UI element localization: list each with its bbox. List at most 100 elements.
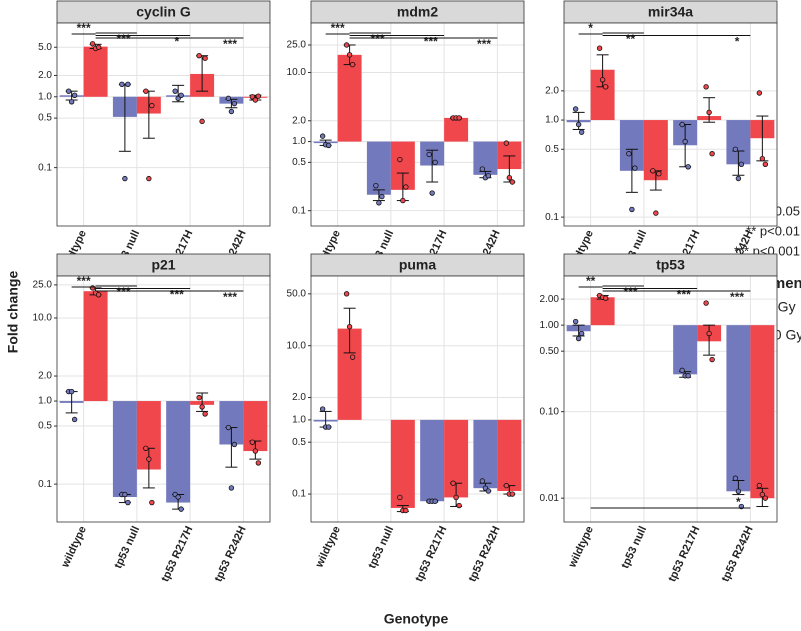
bar [473,141,498,175]
data-point [95,44,102,50]
data-point [732,475,739,481]
data-point [732,146,739,152]
y-tick-label: 1.0 [38,396,52,407]
data-point [143,445,149,451]
panel-title: p21 [151,257,175,273]
bar [112,401,137,497]
x-tick-label: tp53 null [366,524,396,570]
x-axis-label: Genotype [384,611,449,627]
data-point [685,373,691,379]
y-tick-label: 0.1 [38,479,52,490]
data-point [575,335,582,342]
x-tick-label: tp53 R242H [213,524,249,583]
data-point [429,190,435,196]
data-point [149,102,155,109]
significance-label: *** [371,32,385,46]
data-point [249,439,256,445]
y-tick-label: 2.0 [292,115,306,126]
data-point [71,92,78,98]
y-tick-label: 10.0 [287,67,307,78]
data-point [456,502,462,509]
bar [619,120,644,171]
bar [390,141,415,190]
data-point [199,404,205,410]
y-tick-label: 5.0 [38,42,52,53]
y-tick-label: 0.01 [540,493,560,504]
data-point [146,175,152,182]
x-tick-label: tp53 null [112,524,142,570]
data-point [349,61,356,68]
bar [366,141,391,195]
data-point [709,356,715,363]
x-tick-label: tp53 null [619,524,649,570]
bar [726,120,751,165]
y-axis-label: Fold change [5,271,21,354]
data-point [650,168,656,174]
data-point [119,81,125,88]
bar [136,401,161,470]
data-point [703,84,709,90]
data-point [319,133,326,139]
y-tick-label: 0.10 [540,406,560,417]
significance-label: * [736,495,741,509]
data-point [68,388,75,395]
x-tick-label: tp53 R217H [413,524,449,583]
data-point [756,482,763,489]
panel-title: tp53 [656,257,685,273]
data-point [178,92,184,98]
y-tick-label: 2.0 [38,70,52,81]
data-point [231,100,238,107]
bar [497,419,522,491]
data-point [397,494,403,501]
data-point [756,90,763,96]
data-point [196,394,202,401]
panel-title: puma [399,257,437,273]
data-point [146,456,152,462]
y-tick-label: 0.5 [292,437,306,448]
data-point [95,292,102,298]
data-point [759,491,766,498]
data-point [629,206,635,213]
bar [673,325,698,375]
y-tick-label: 0.1 [292,205,306,216]
data-point [65,88,72,94]
data-point [149,499,155,506]
bar [590,69,615,121]
data-point [349,354,356,360]
y-tick-label: 0.5 [38,113,52,124]
data-point [632,165,638,171]
data-point [202,55,208,61]
data-point [450,480,456,486]
data-point [509,179,516,185]
y-tick-label: 0.1 [38,162,52,173]
x-tick-label: tp53 R242H [467,524,503,583]
y-tick-label: 0.5 [38,421,52,432]
data-point [196,53,202,59]
bar [337,54,362,142]
data-point [228,485,235,491]
data-point [679,367,685,374]
data-point [456,115,462,121]
data-point [432,159,438,166]
data-point [403,184,409,190]
y-tick-label: 1.0 [292,415,306,426]
data-point [656,171,662,177]
panel-border [56,22,271,227]
bar [390,419,415,508]
x-tick-label: wildtype [313,524,343,570]
data-point [485,488,492,494]
data-point [503,140,510,146]
data-point [735,488,742,495]
data-point [325,142,332,149]
bar [473,419,498,489]
bar [643,120,668,181]
y-tick-label: 1.0 [38,91,52,102]
data-point [706,330,712,337]
data-point [319,406,326,412]
y-tick-label: 2.0 [545,85,559,96]
data-point [506,175,513,181]
data-point [578,129,585,135]
data-point [762,495,769,501]
panel-border [563,22,778,227]
bar [590,297,615,326]
